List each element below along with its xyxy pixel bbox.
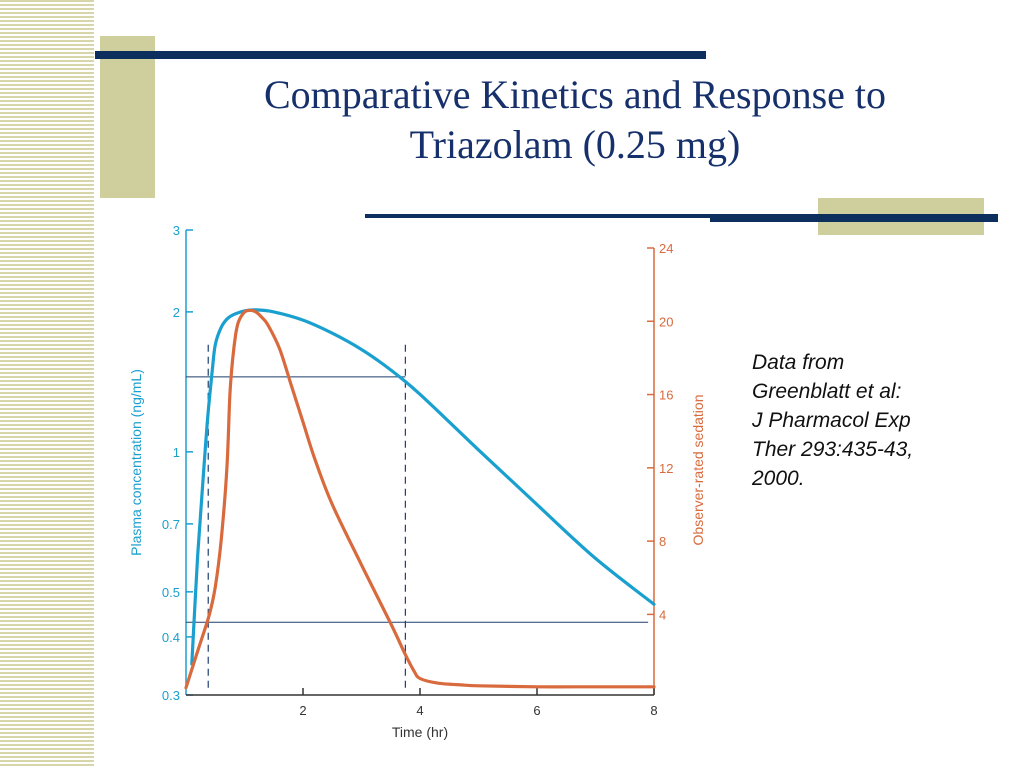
x-axis-tick-label: 6 <box>533 703 540 718</box>
top-decor-block <box>100 36 155 198</box>
title-underline-left <box>365 214 710 218</box>
right-axis-tick-label: 4 <box>659 607 666 622</box>
left-axis-tick-label: 1 <box>173 445 180 460</box>
sedation-series <box>184 308 656 690</box>
striped-side-band <box>0 0 94 768</box>
left-axis-tick-label: 0.7 <box>162 517 180 532</box>
top-accent-bar <box>95 51 706 59</box>
right-axis-tick-label: 16 <box>659 388 673 403</box>
left-axis-label: Plasma concentration (ng/mL) <box>128 369 144 556</box>
left-axis-tick-label: 0.4 <box>162 630 180 645</box>
left-axis-tick-label: 0.5 <box>162 585 180 600</box>
right-axis-tick-label: 12 <box>659 461 673 476</box>
left-axis-tick-label: 3 <box>173 223 180 238</box>
slide-title: Comparative Kinetics and Response to Tri… <box>160 70 990 170</box>
right-axis-label: Observer-rated sedation <box>690 395 706 546</box>
x-axis-label: Time (hr) <box>392 724 448 740</box>
left-axis-tick-label: 2 <box>173 305 180 320</box>
source-line: Ther 293:435-43, <box>752 438 914 461</box>
source-line: 2000. <box>752 467 805 490</box>
title-line-2: Triazolam (0.25 mg) <box>409 122 741 167</box>
x-axis-tick-label: 4 <box>416 703 423 718</box>
right-axis-tick-label: 24 <box>659 241 673 256</box>
source-line: Data from <box>752 351 845 374</box>
plasma-concentration-series <box>190 308 656 666</box>
right-axis-tick-label: 20 <box>659 314 673 329</box>
title-underline-right <box>710 214 998 222</box>
title-line-1: Comparative Kinetics and Response to <box>263 72 887 117</box>
right-axis-tick-label: 8 <box>659 534 666 549</box>
x-axis-tick-label: 8 <box>650 703 657 718</box>
source-line: J Pharmacol Exp <box>752 409 911 432</box>
x-axis-tick-label: 2 <box>299 703 306 718</box>
source-citation: Data from Greenblatt et al: J Pharmacol … <box>752 348 992 493</box>
source-line: Greenblatt et al: <box>752 380 902 403</box>
left-axis-tick-label: 0.3 <box>162 688 180 703</box>
